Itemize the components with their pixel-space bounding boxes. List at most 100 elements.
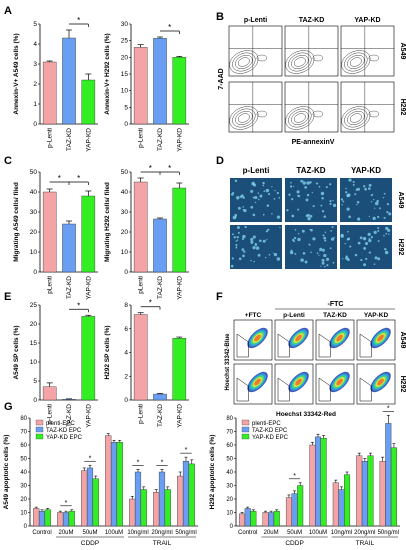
cell-dot xyxy=(342,258,343,259)
x-tick-label: YAP-KD xyxy=(85,276,92,300)
y-tick-label: 60 xyxy=(20,443,27,449)
cell-dot xyxy=(312,192,313,193)
cell-dot xyxy=(324,215,327,218)
bar xyxy=(82,80,95,124)
bar xyxy=(63,513,69,527)
legend-swatch xyxy=(242,434,249,439)
y-tick-label: 25 xyxy=(30,302,38,309)
cell-dot xyxy=(329,183,331,185)
y-tick-label: 0 xyxy=(230,524,234,530)
y-axis-label: Annexin-V+ H292 cells (%) xyxy=(104,33,111,114)
cell-dot xyxy=(317,252,319,254)
cell-dot xyxy=(250,241,253,244)
significance-star: * xyxy=(65,500,68,507)
cell-dot xyxy=(255,202,256,203)
y-tick-label: 50 xyxy=(20,457,27,463)
cell-dot xyxy=(348,215,351,218)
cell-dot xyxy=(298,233,300,235)
x-tick-label: YAP-KD xyxy=(85,404,92,428)
cell-dot xyxy=(266,239,267,240)
cell-dot xyxy=(375,202,379,206)
cell-dot xyxy=(363,247,366,250)
significance-star: * xyxy=(137,459,140,466)
group-label: CDDP xyxy=(285,540,303,547)
bar xyxy=(321,438,327,526)
cell-dot xyxy=(355,254,357,256)
cell-dot xyxy=(345,191,347,193)
y-tick-label: 3 xyxy=(33,61,37,68)
chart-g1: A549 apoptotic cells (%)0102030405060708… xyxy=(3,416,198,547)
significance-star: * xyxy=(168,164,171,173)
cell-dot xyxy=(377,257,380,260)
bar-charts: Annexin-V+ A549 cells (%)012345p-Lenti TA… xyxy=(3,16,400,547)
cell-dot xyxy=(354,193,356,195)
x-tick-label: TAZ-KD xyxy=(157,404,164,427)
y-axis-label: H292 SP cells (%) xyxy=(104,325,111,379)
cell-dot xyxy=(374,263,376,265)
bar xyxy=(62,38,75,124)
cell-dot xyxy=(323,254,326,257)
cell-dot xyxy=(318,255,319,256)
cell-dot xyxy=(250,238,253,241)
cell-dot xyxy=(385,233,387,235)
cell-dot xyxy=(302,180,303,181)
bar xyxy=(39,511,45,526)
cell-dot xyxy=(266,189,269,192)
column-label: TAZ-KD xyxy=(296,166,325,175)
x-tick-label: YAP-KD xyxy=(85,128,92,152)
legend-label: plenti-EPC xyxy=(46,421,75,427)
cell-dot xyxy=(384,248,386,250)
cell-dot xyxy=(250,190,253,193)
x-tick-label: p-Lenti xyxy=(138,128,145,148)
legend-label: TAZ-KD EPC xyxy=(252,428,288,434)
cell-dot xyxy=(274,198,276,200)
cell-dot xyxy=(330,230,332,232)
cell-dot xyxy=(290,182,292,184)
cell-dot xyxy=(321,192,324,195)
cell-dot xyxy=(294,237,296,239)
cell-dot xyxy=(368,187,371,190)
cell-dot xyxy=(357,218,360,221)
legend-label: YAP-KD EPC xyxy=(46,435,83,441)
cell-dot xyxy=(262,182,264,184)
cell-dot xyxy=(254,196,257,199)
significance-star: * xyxy=(77,174,80,183)
cell-dot xyxy=(386,211,388,213)
y-tick-label: 40 xyxy=(30,189,38,196)
x-tick-label: Control xyxy=(32,530,51,536)
y-tick-label: 5 xyxy=(124,104,128,111)
row-label: A549 xyxy=(399,43,406,60)
cell-dot xyxy=(255,243,258,246)
bar xyxy=(274,511,280,526)
y-tick-label: 0 xyxy=(33,121,37,128)
y-tick-label: 0 xyxy=(124,121,128,128)
bar xyxy=(81,471,87,526)
cell-dot xyxy=(290,185,292,187)
y-tick-label: 30 xyxy=(121,21,129,28)
panel-label-e: E xyxy=(4,291,11,303)
cell-dot xyxy=(237,239,238,240)
y-tick-label: 50 xyxy=(121,169,129,176)
cell-dot xyxy=(234,236,236,238)
cell-dot xyxy=(374,231,377,234)
cell-dot xyxy=(321,197,324,200)
significance-star: * xyxy=(168,23,171,32)
cell-dot xyxy=(377,216,379,218)
cell-dot xyxy=(237,226,240,229)
cell-dot xyxy=(310,252,312,254)
flow-plot-frame xyxy=(285,82,338,132)
y-tick-label: 0 xyxy=(124,269,128,276)
cell-dot xyxy=(360,237,363,240)
x-tick-label: 50uM xyxy=(287,530,302,536)
y-tick-label: 40 xyxy=(20,470,27,476)
significance-star: * xyxy=(161,459,164,466)
cell-dot xyxy=(369,184,372,187)
cell-dot xyxy=(332,226,334,228)
x-tick-label: 50ng/ml xyxy=(175,530,196,536)
y-tick-label: 1 xyxy=(33,101,37,108)
bar xyxy=(263,513,269,527)
cell-dot xyxy=(313,205,315,207)
bar xyxy=(134,47,147,124)
row-label: H292 xyxy=(399,376,406,393)
